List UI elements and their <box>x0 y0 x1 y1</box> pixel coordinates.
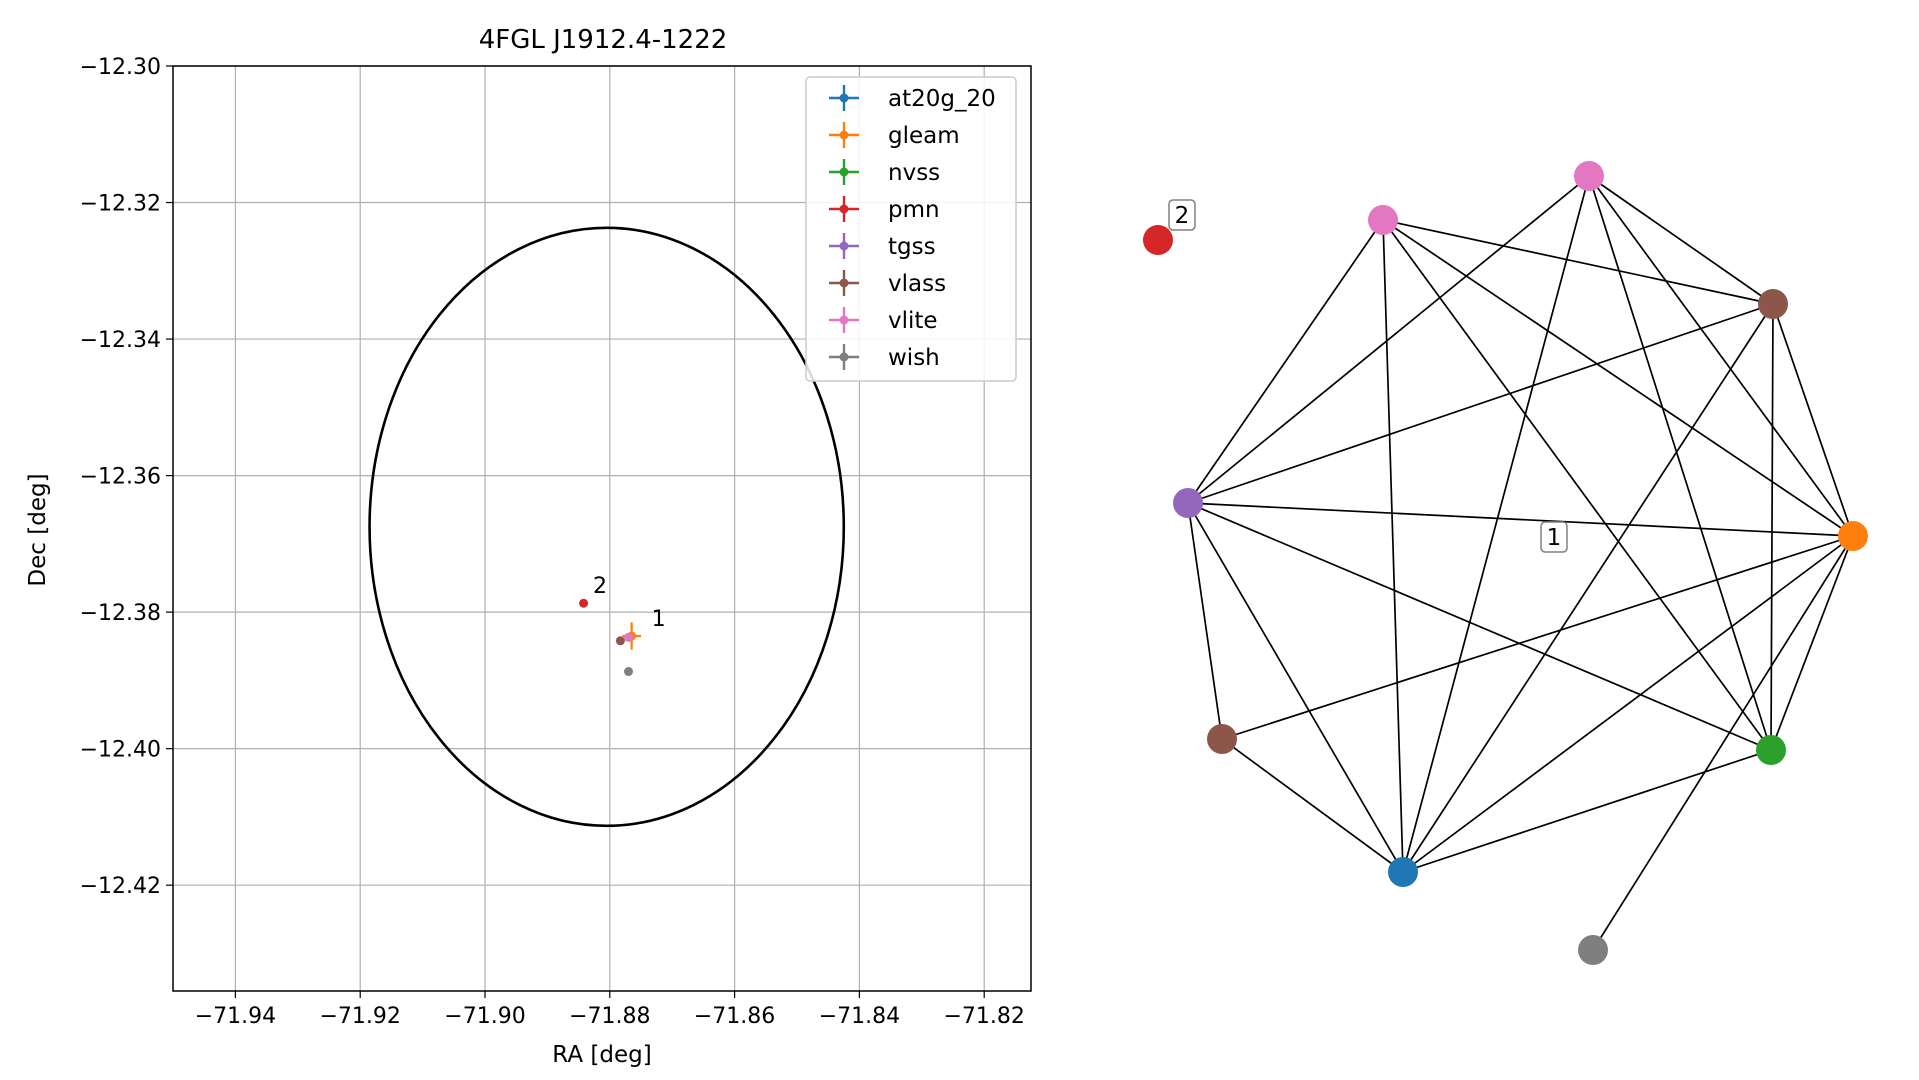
localization-ellipse <box>368 226 846 828</box>
network-edge <box>1382 219 1854 537</box>
network-edge <box>1770 535 1854 751</box>
point-annotations: 2 1 <box>593 574 666 632</box>
network-node-vlite_a <box>1368 205 1398 235</box>
y-tick-label: −12.40 <box>80 738 161 763</box>
data-points-layer <box>579 598 641 677</box>
network-edge <box>1187 502 1772 751</box>
x-tick-label: −71.86 <box>694 1004 775 1029</box>
legend-marker-nvss <box>839 167 849 177</box>
legend-entry-pmn: pmn <box>888 197 940 223</box>
legend-markers <box>829 85 859 370</box>
plot-frame <box>172 65 1032 992</box>
x-tick-label: −71.90 <box>444 1004 525 1029</box>
x-tick-label: −71.92 <box>319 1004 400 1029</box>
x-tick-label: −71.84 <box>819 1004 900 1029</box>
network-node-tgss <box>1173 488 1203 518</box>
network-node-gleam <box>1838 521 1868 551</box>
x-tick-label: −71.82 <box>943 1004 1024 1029</box>
network-edge <box>1221 738 1404 873</box>
network-edge <box>1187 175 1590 504</box>
y-tick-label: −12.34 <box>80 328 161 353</box>
network-label-2: 2 <box>1168 199 1196 231</box>
x-tick-label: −71.88 <box>569 1004 650 1029</box>
network-edge <box>1588 175 1774 305</box>
network-edge <box>1187 219 1384 504</box>
network-node-vlass_b <box>1207 724 1237 754</box>
network-edge <box>1221 535 1854 740</box>
network-node-vlite_b <box>1574 161 1604 191</box>
point-vlass <box>615 636 625 646</box>
network-edge <box>1187 502 1223 740</box>
legend-marker-tgss <box>839 241 849 251</box>
network-label-1: 1 <box>1540 521 1568 553</box>
network-edge <box>1187 502 1404 873</box>
network-label-1-text: 1 <box>1547 525 1562 551</box>
point-pmn <box>579 598 589 608</box>
legend-entry-gleam: gleam <box>888 123 960 149</box>
network-edge <box>1382 219 1404 873</box>
x-tick-label: −71.94 <box>195 1004 276 1029</box>
network-panel: 1 2 <box>1143 161 1868 965</box>
legend: at20g_20 gleam nvss pmn tgss vlass vlite… <box>805 76 1017 382</box>
y-tick-label: −12.42 <box>80 874 161 899</box>
network-node-wish <box>1578 935 1608 965</box>
legend-marker-gleam <box>839 130 849 140</box>
legend-entry-vlite: vlite <box>888 308 938 334</box>
x-axis: −71.94 −71.92 −71.90 −71.88 −71.86 −71.8… <box>195 991 1025 1029</box>
y-tick-label: −12.36 <box>80 465 161 490</box>
legend-marker-pmn <box>839 204 849 214</box>
y-axis: −12.30 −12.32 −12.34 −12.36 −12.38 −12.4… <box>80 55 173 899</box>
x-axis-label: RA [deg] <box>552 1042 651 1068</box>
network-edges <box>1187 175 1854 951</box>
legend-box <box>805 76 1017 382</box>
network-label-2-text: 2 <box>1175 203 1190 229</box>
network-edge <box>1402 303 1774 873</box>
network-edge <box>1402 535 1854 873</box>
y-tick-label: −12.32 <box>80 192 161 217</box>
network-edge <box>1588 175 1772 751</box>
network-edge <box>1187 502 1854 537</box>
network-node-vlass_a <box>1758 289 1788 319</box>
network-node-nvss <box>1756 735 1786 765</box>
legend-marker-vlass <box>839 278 849 288</box>
network-label-2-box <box>1168 199 1196 231</box>
legend-entry-nvss: nvss <box>888 160 940 186</box>
legend-marker-vlite <box>839 315 849 325</box>
network-nodes <box>1143 161 1868 965</box>
legend-entry-wish: wish <box>888 345 940 371</box>
chart-title: 4FGL J1912.4-1222 <box>479 25 728 55</box>
network-node-at20g_20 <box>1388 857 1418 887</box>
network-edge <box>1592 535 1854 951</box>
network-edge <box>1382 219 1774 305</box>
annotation-label-1: 1 <box>652 607 666 632</box>
network-label-1-box <box>1540 521 1568 553</box>
y-tick-label: −12.30 <box>80 55 161 80</box>
network-edge <box>1770 303 1774 751</box>
legend-entry-vlass: vlass <box>888 271 946 297</box>
legend-marker-at20g_20 <box>839 93 849 103</box>
error-ellipse-layer <box>368 226 846 828</box>
y-axis-label: Dec [deg] <box>25 473 51 586</box>
point-vlite <box>624 632 634 642</box>
network-node-pmn <box>1143 225 1173 255</box>
annotation-label-2: 2 <box>593 574 607 599</box>
legend-entry-tgss: tgss <box>888 234 936 260</box>
network-edge <box>1402 175 1590 873</box>
point-wish <box>624 667 634 677</box>
network-edge <box>1772 303 1854 537</box>
network-edge <box>1187 303 1774 504</box>
y-tick-label: −12.38 <box>80 601 161 626</box>
legend-marker-wish <box>839 352 849 362</box>
scatter-panel: 4FGL J1912.4-1222 2 1 −71.94 −71.92 −71.… <box>25 25 1032 1068</box>
legend-entry-at20g_20: at20g_20 <box>888 86 996 112</box>
network-edge <box>1382 219 1772 751</box>
network-edge <box>1402 749 1772 873</box>
network-edge <box>1588 175 1854 537</box>
